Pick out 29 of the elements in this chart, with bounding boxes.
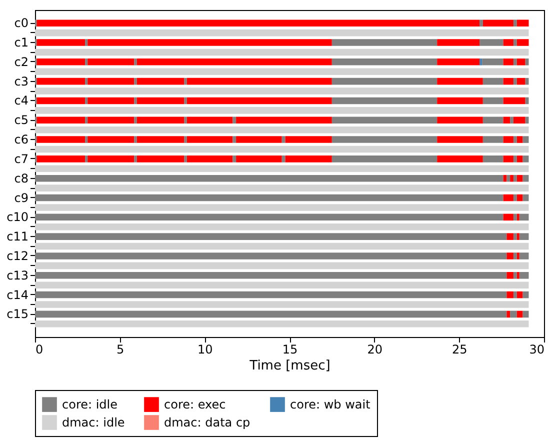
y-tick-label: c3 (14, 74, 28, 88)
legend-label: core: wb wait (290, 398, 371, 412)
y-tick-label: c15 (6, 307, 28, 322)
legend-label: dmac: data cp (164, 416, 250, 430)
y-tick-label: c0 (14, 16, 28, 30)
x-tick-label: 30 (529, 342, 544, 356)
y-tick-label: c4 (14, 94, 28, 108)
y-tick-label: c6 (14, 132, 28, 147)
y-tick-label: c7 (14, 152, 28, 166)
y-tick-label: c10 (6, 210, 28, 224)
y-tick-label: c11 (6, 230, 28, 244)
legend-label: core: exec (164, 398, 226, 412)
y-tick-label: c9 (14, 190, 28, 205)
y-tick-label: c1 (14, 36, 28, 50)
x-tick-label: 15 (282, 342, 298, 356)
y-tick-label: c13 (6, 268, 28, 282)
legend-label: core: idle (62, 398, 118, 412)
y-tick-label: c8 (14, 171, 28, 186)
legend-label: dmac: idle (62, 416, 125, 430)
y-tick-label: c14 (6, 288, 28, 302)
x-axis-title: Time [msec] (248, 358, 330, 374)
x-tick-label: 20 (367, 342, 382, 356)
x-tick-label: 10 (198, 342, 213, 356)
x-tick-label: 0 (36, 342, 44, 356)
x-tick-label: 5 (116, 342, 124, 356)
x-tick-label: 25 (452, 342, 468, 356)
y-tick-label: c12 (6, 248, 28, 263)
y-tick-label: c5 (14, 113, 28, 128)
y-tick-label: c2 (14, 54, 28, 69)
